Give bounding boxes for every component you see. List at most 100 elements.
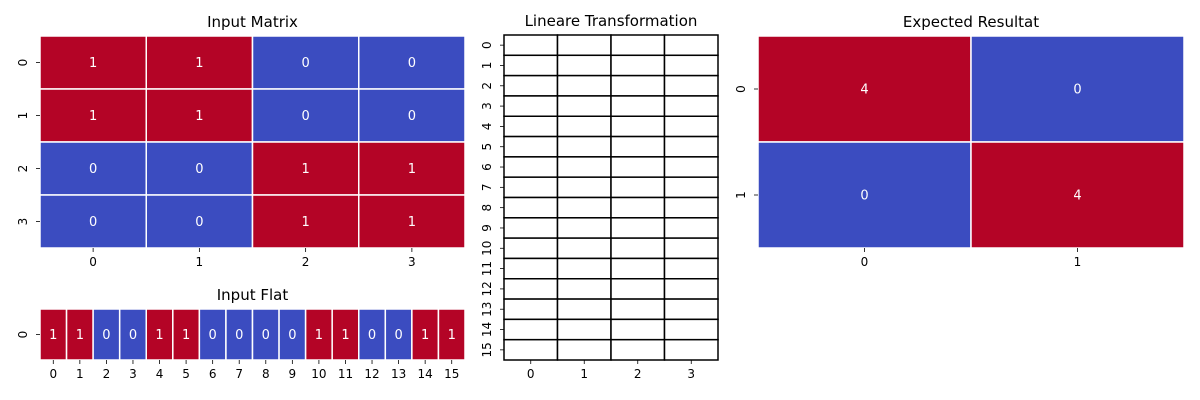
- y-tick-label: 2: [16, 165, 30, 173]
- cell-value-label: 0: [102, 328, 110, 343]
- heatmap-cell: [556, 54, 612, 77]
- heatmap-cell: [970, 141, 1185, 249]
- heatmap-cell: [556, 237, 612, 260]
- cell-value-label: 0: [129, 328, 137, 343]
- chart-title: Lineare Transformation: [525, 12, 698, 30]
- y-tick-label: 8: [480, 204, 494, 212]
- heatmap-cell: [503, 217, 559, 239]
- cell-value-label: 0: [195, 162, 203, 177]
- y-tick-label: 1: [16, 112, 30, 120]
- cell-value-label: 1: [155, 328, 163, 343]
- heatmap-cell: [503, 196, 559, 219]
- heatmap-cell: [304, 308, 333, 361]
- heatmap-cell: [610, 115, 666, 138]
- x-tick-label: 10: [311, 367, 326, 381]
- heatmap-cell: [437, 308, 466, 361]
- heatmap-cell: [503, 135, 559, 158]
- cell-value-label: 0: [89, 215, 97, 230]
- cell-value-label: 1: [182, 328, 190, 343]
- heatmap-cell: [556, 176, 612, 199]
- heatmap-cell: [503, 237, 559, 260]
- heatmap-cell: [663, 34, 719, 57]
- cell-value-label: 1: [49, 328, 57, 343]
- cell-value-label: 1: [408, 215, 416, 230]
- heatmap-cell: [663, 318, 719, 341]
- heatmap-cell: [663, 115, 719, 138]
- cell-value-label: 1: [448, 328, 456, 343]
- y-tick-label: 10: [480, 241, 494, 256]
- heatmap-cell: [251, 308, 280, 361]
- heatmap-cell: [610, 298, 666, 321]
- cell-value-label: 0: [408, 56, 416, 71]
- x-tick-label: 1: [76, 367, 84, 381]
- x-tick-label: 13: [391, 367, 406, 381]
- heatmap-cell: [556, 298, 612, 321]
- x-tick-label: 2: [103, 367, 111, 381]
- cell-value-label: 4: [1073, 189, 1081, 204]
- y-tick-label: 14: [480, 322, 494, 337]
- y-tick-label: 0: [734, 85, 748, 93]
- heatmap-cell: [663, 95, 719, 117]
- cell-value-label: 1: [301, 215, 309, 230]
- cell-value-label: 0: [235, 328, 243, 343]
- y-tick-label: 3: [480, 102, 494, 110]
- heatmap-cell: [65, 308, 94, 361]
- heatmap-cell: [145, 141, 254, 196]
- heatmap-cell: [358, 88, 466, 143]
- cell-value-label: 0: [394, 328, 402, 343]
- heatmap-cell: [118, 308, 147, 361]
- heatmap-cell: [503, 115, 559, 138]
- heatmap-cell: [556, 115, 612, 138]
- heatmap-cell: [610, 74, 666, 97]
- cell-value-label: 1: [76, 328, 84, 343]
- heatmap-cell: [358, 35, 466, 90]
- cell-value-label: 0: [301, 109, 309, 124]
- y-tick-label: 1: [734, 191, 748, 199]
- heatmap-cell: [145, 35, 254, 90]
- x-tick-label: 0: [89, 255, 97, 269]
- heatmap-cell: [556, 196, 612, 219]
- heatmap-cell: [663, 176, 719, 199]
- x-tick-label: 1: [196, 255, 204, 269]
- heatmap-cell: [663, 298, 719, 321]
- cell-value-label: 0: [408, 109, 416, 124]
- heatmap-cell: [556, 135, 612, 158]
- heatmap-cell: [556, 257, 612, 280]
- heatmap-cell: [92, 308, 121, 361]
- heatmap-cell: [970, 35, 1185, 143]
- cell-value-label: 0: [368, 328, 376, 343]
- y-tick-label: 13: [480, 302, 494, 317]
- cell-value-label: 1: [195, 56, 203, 71]
- cell-value-label: 1: [89, 56, 97, 71]
- heatmap-cell: [556, 338, 612, 361]
- y-tick-label: 0: [16, 59, 30, 67]
- heatmap-cell: [663, 257, 719, 280]
- heatmap-cell: [556, 217, 612, 239]
- heatmap-cell: [610, 196, 666, 219]
- x-tick-label: 1: [1074, 255, 1082, 269]
- heatmap-cell: [610, 338, 666, 361]
- heatmap-cell: [556, 95, 612, 117]
- cell-value-label: 0: [1073, 83, 1081, 98]
- cell-value-label: 0: [860, 189, 868, 204]
- x-tick-label: 7: [235, 367, 243, 381]
- heatmap-cell: [556, 74, 612, 97]
- heatmap-cell: [503, 34, 559, 57]
- x-tick-label: 4: [156, 367, 164, 381]
- y-tick-label: 0: [16, 331, 30, 339]
- heatmap-cell: [610, 156, 666, 178]
- cell-value-label: 1: [195, 109, 203, 124]
- heatmap-cell: [663, 237, 719, 260]
- x-tick-label: 5: [182, 367, 190, 381]
- x-tick-label: 14: [418, 367, 433, 381]
- heatmap-cell: [556, 34, 612, 57]
- y-tick-label: 11: [480, 261, 494, 276]
- heatmap-cell: [663, 278, 719, 300]
- y-tick-label: 7: [480, 184, 494, 192]
- y-tick-label: 1: [480, 62, 494, 70]
- cell-value-label: 4: [860, 83, 868, 98]
- heatmap-cell: [358, 308, 387, 361]
